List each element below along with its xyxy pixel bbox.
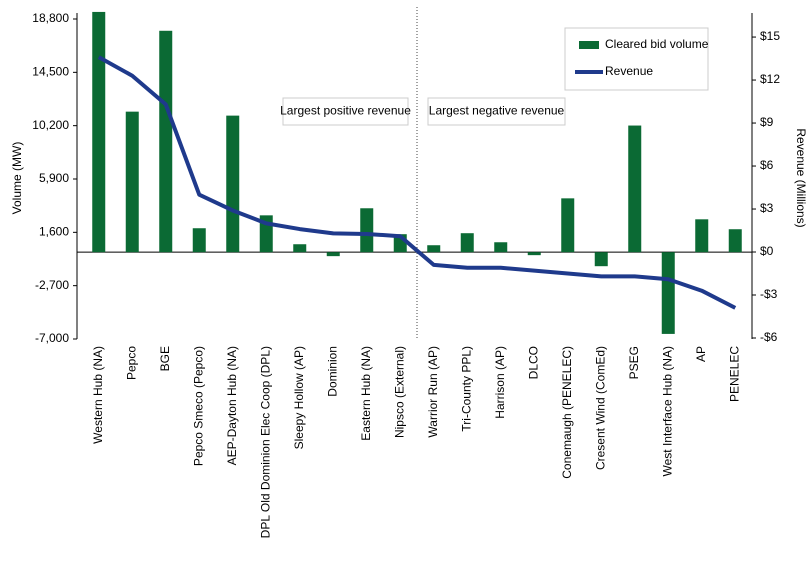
y-tick-label: 1,600 xyxy=(39,225,69,239)
legend-label: Revenue xyxy=(605,64,653,78)
bar xyxy=(360,208,374,253)
y-tick-label: -7,000 xyxy=(35,331,69,345)
y2-tick-label: $15 xyxy=(760,29,780,43)
x-tick-label: Sleepy Hollow (AP) xyxy=(292,346,306,449)
x-tick-label: Conemaugh (PENELEC) xyxy=(560,346,574,479)
x-tick-label: AP xyxy=(694,346,708,362)
bar xyxy=(192,228,206,253)
y2-tick-label: $0 xyxy=(760,244,774,258)
bar xyxy=(427,245,441,253)
x-tick-label: AEP-Dayton Hub (NA) xyxy=(225,346,239,465)
y2-tick-label: -$3 xyxy=(760,287,778,301)
bar xyxy=(695,219,709,253)
bar xyxy=(527,252,541,256)
x-tick-label: PSEG xyxy=(627,346,641,379)
x-tick-label: Dominion xyxy=(325,346,339,397)
bar xyxy=(92,11,106,253)
legend-label: Cleared bid volume xyxy=(605,37,709,51)
bar xyxy=(125,111,139,253)
bar xyxy=(460,233,474,253)
x-tick-label: West Interface Hub (NA) xyxy=(660,346,674,477)
x-tick-label: Nipsco (External) xyxy=(392,346,406,438)
x-tick-label: Harrison (AP) xyxy=(493,346,507,419)
x-tick-label: Pepco Smeco (Pepco) xyxy=(191,346,205,466)
y2-tick-label: -$6 xyxy=(760,330,778,344)
y-tick-label: 14,500 xyxy=(32,65,69,79)
x-tick-label: Cresent Wind (ComEd) xyxy=(593,346,607,470)
x-tick-label: Pepco xyxy=(124,346,138,380)
bar xyxy=(728,229,742,253)
y-tick-label: 18,800 xyxy=(32,11,69,25)
bar xyxy=(628,125,642,253)
bar xyxy=(326,252,340,257)
bar xyxy=(293,244,307,253)
x-tick-label: BGE xyxy=(158,346,172,371)
x-tick-label: PENELEC xyxy=(727,346,741,402)
legend-swatch xyxy=(579,41,599,49)
bar xyxy=(226,115,240,253)
y-tick-label: -2,700 xyxy=(35,278,69,292)
y2-tick-label: $9 xyxy=(760,115,774,129)
y-axis-title: Volume (MW) xyxy=(10,142,24,215)
annotation-box xyxy=(427,97,566,126)
y2-tick-label: $6 xyxy=(760,158,774,172)
y2-tick-label: $3 xyxy=(760,201,774,215)
bar xyxy=(561,198,575,253)
annotation: Largest positive revenue xyxy=(280,104,411,118)
x-tick-label: Western Hub (NA) xyxy=(91,346,105,444)
annotation: Largest negative revenue xyxy=(429,104,565,118)
y2-tick-label: $12 xyxy=(760,72,780,86)
x-tick-label: Warrior Run (AP) xyxy=(426,346,440,438)
x-tick-label: Eastern Hub (NA) xyxy=(359,346,373,441)
bar xyxy=(594,252,608,267)
line xyxy=(97,55,737,310)
y-tick-label: 5,900 xyxy=(39,171,69,185)
legend-box xyxy=(564,27,709,91)
bar xyxy=(661,252,675,334)
x-tick-label: DPL Old Dominion Elec Coop (DPL) xyxy=(258,346,272,538)
bar xyxy=(494,242,508,253)
x-tick-label: Tri-County PPL) xyxy=(459,346,473,432)
y2-axis-title: Revenue (Millions) xyxy=(794,128,808,227)
annotation-box xyxy=(282,97,409,126)
bar xyxy=(159,30,173,253)
y-tick-label: 10,200 xyxy=(32,118,69,132)
x-tick-label: DLCO xyxy=(526,346,540,379)
